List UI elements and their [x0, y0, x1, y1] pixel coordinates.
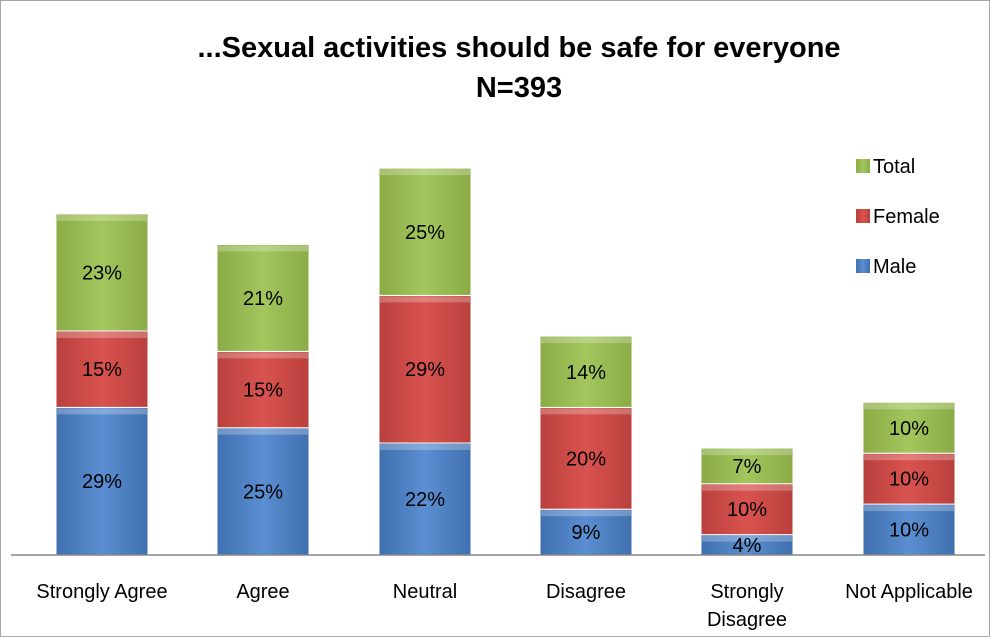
data-label-female-strongly-agree: 15%: [82, 359, 122, 381]
bar-highlight-male-strongly-agree: [57, 408, 147, 415]
x-tick-label-not-applicable: Not Applicable: [845, 581, 973, 603]
bar-male-agree: [216, 427, 310, 556]
chart-title: ...Sexual activities should be safe for …: [197, 32, 840, 64]
chart-subtitle: N=393: [476, 72, 562, 104]
data-label-total-agree: 21%: [243, 288, 283, 310]
bar-male-disagree: [539, 508, 633, 556]
legend-label-male: Male: [873, 256, 916, 278]
data-label-female-disagree: 20%: [566, 448, 606, 470]
legend-swatch-male: [856, 259, 870, 273]
bar-female-neutral: [378, 294, 472, 444]
bar-highlight-male-disagree: [541, 510, 631, 517]
bar-highlight-female-neutral: [380, 296, 470, 303]
bar-total-agree: [216, 244, 310, 352]
bar-total-strongly-disagree: [700, 447, 794, 485]
data-label-male-disagree: 9%: [572, 522, 601, 544]
data-label-male-not-applicable: 10%: [889, 520, 929, 542]
data-labels-group: 29% 15% 23% 25% 15% 21% 22% 29% 25% 9% 20% 14% 4% 10%…: [82, 222, 929, 557]
x-tick-label-neutral: Neutral: [393, 581, 457, 603]
bar-highlight-female-agree: [218, 352, 308, 359]
bar-highlight-female-strongly-disagree: [702, 484, 792, 491]
category-labels-group: Strongly Agree Agree Neutral Disagree Strong…: [36, 581, 973, 631]
data-label-male-strongly-disagree: 4%: [733, 535, 762, 557]
data-label-male-neutral: 22%: [405, 489, 445, 511]
bar-female-disagree: [539, 406, 633, 510]
bar-female-not-applicable: [862, 452, 956, 505]
data-label-total-disagree: 14%: [566, 362, 606, 384]
data-label-male-strongly-agree: 29%: [82, 471, 122, 493]
bars-group: [55, 167, 956, 556]
data-label-total-not-applicable: 10%: [889, 418, 929, 440]
bar-female-agree: [216, 350, 310, 429]
bar-total-neutral: [378, 167, 472, 296]
data-label-female-not-applicable: 10%: [889, 469, 929, 491]
bar-highlight-female-not-applicable: [864, 454, 954, 461]
bar-highlight-male-not-applicable: [864, 505, 954, 512]
data-label-total-neutral: 25%: [405, 222, 445, 244]
legend-label-female: Female: [873, 206, 940, 228]
data-label-female-neutral: 29%: [405, 359, 445, 381]
data-label-female-agree: 15%: [243, 380, 283, 402]
bar-highlight-total-not-applicable: [864, 403, 954, 410]
x-tick-label-strongly-disagree-line2: Disagree: [707, 609, 787, 631]
bar-highlight-total-neutral: [380, 169, 470, 176]
x-tick-label-disagree: Disagree: [546, 581, 626, 603]
data-label-female-strongly-disagree: 10%: [727, 499, 767, 521]
x-tick-label-strongly-agree: Strongly Agree: [36, 581, 167, 603]
x-tick-label-strongly-disagree-line1: Strongly: [710, 581, 783, 603]
bar-highlight-female-strongly-agree: [57, 332, 147, 339]
x-tick-label-agree: Agree: [236, 581, 289, 603]
bar-female-strongly-agree: [55, 330, 149, 408]
bar-highlight-total-agree: [218, 245, 308, 252]
bar-female-strongly-disagree: [700, 483, 794, 536]
bar-highlight-total-disagree: [541, 337, 631, 344]
legend-swatch-female: [856, 209, 870, 223]
legend: Total Female Male: [856, 156, 940, 278]
bar-highlight-male-strongly-disagree: [702, 535, 792, 542]
bar-highlight-female-disagree: [541, 408, 631, 415]
bar-highlight-male-agree: [218, 428, 308, 435]
bar-total-disagree: [539, 335, 633, 408]
bar-highlight-male-neutral: [380, 444, 470, 451]
bar-male-strongly-agree: [55, 406, 149, 556]
data-label-male-agree: 25%: [243, 481, 283, 503]
legend-label-total: Total: [873, 156, 915, 178]
bar-total-strongly-agree: [55, 213, 149, 332]
data-label-total-strongly-disagree: 7%: [733, 456, 762, 478]
bar-total-not-applicable: [862, 401, 956, 454]
data-label-total-strongly-agree: 23%: [82, 263, 122, 285]
bar-highlight-total-strongly-disagree: [702, 449, 792, 456]
legend-swatch-total: [856, 159, 870, 173]
bar-highlight-total-strongly-agree: [57, 214, 147, 221]
